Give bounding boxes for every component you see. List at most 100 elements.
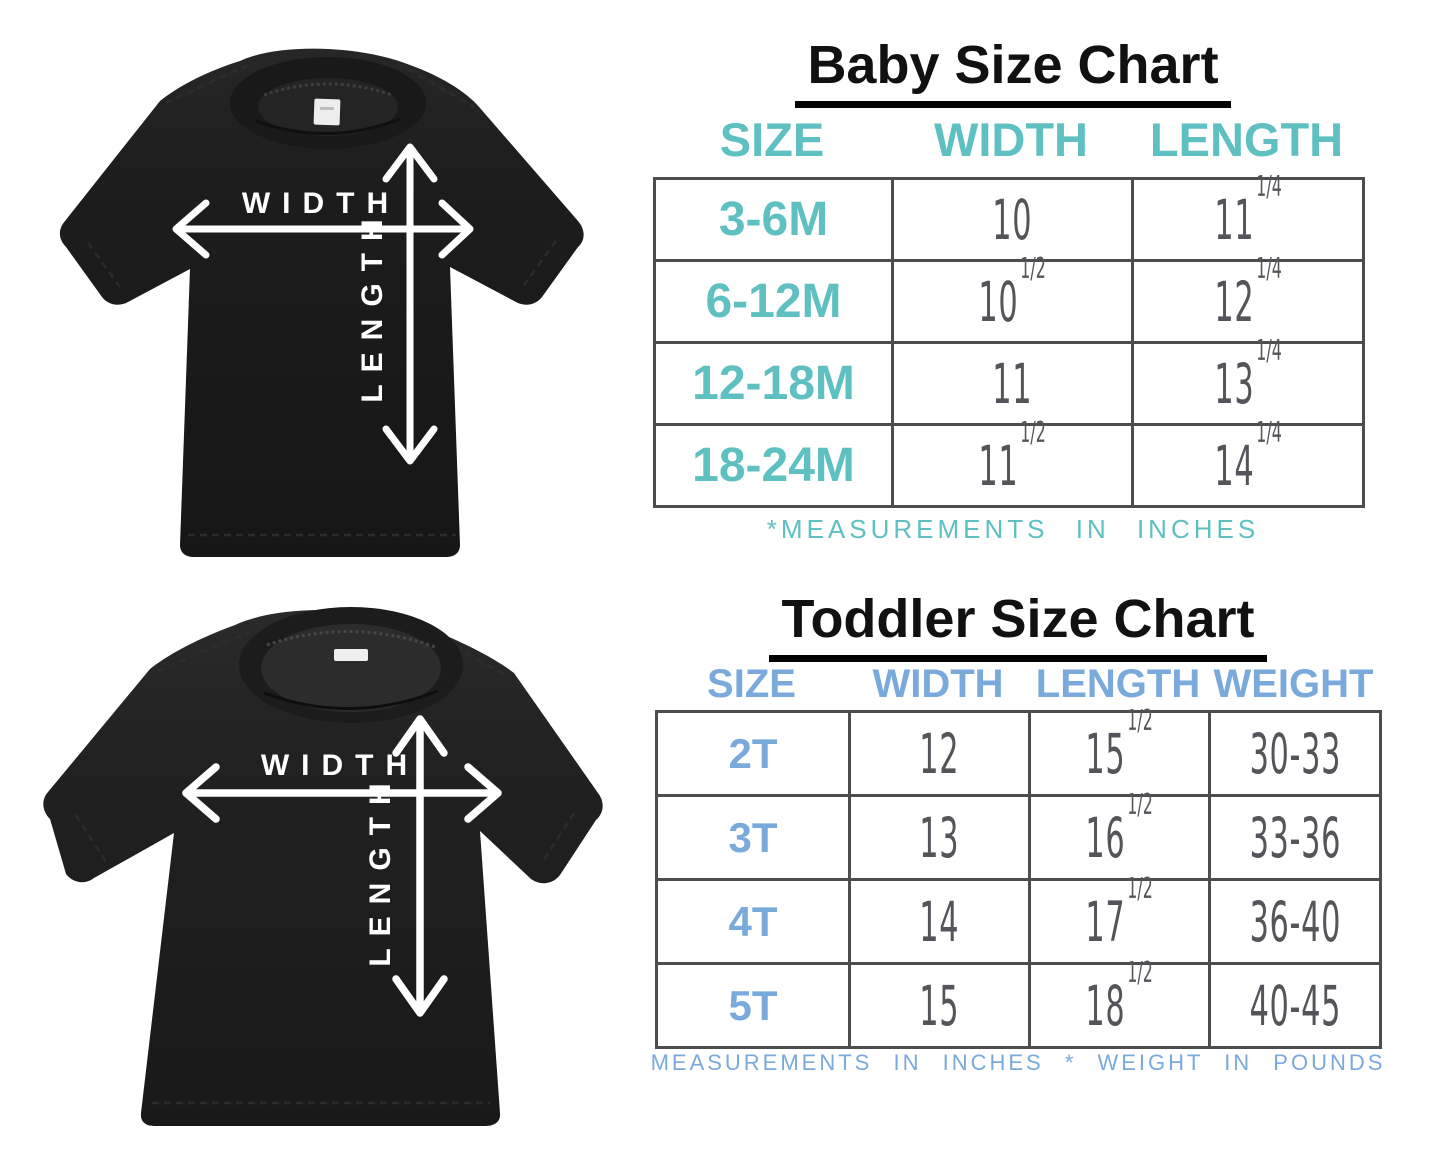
- weight-cell: 36-40: [1208, 878, 1382, 965]
- table-row: 3T 13 161/2 33-36: [655, 786, 1382, 881]
- toddler-chart-title-text: Toddler Size Chart: [769, 588, 1267, 662]
- size-cell: 4T: [655, 878, 851, 965]
- width-cell: 101/2: [891, 250, 1134, 344]
- measurement-value: 181/2: [1085, 954, 1154, 1038]
- table-row: 5T 15 181/2 40-45: [655, 954, 1382, 1049]
- measurement-value: 30-33: [1249, 721, 1341, 786]
- table-row: 6-12M 101/2 121/4: [653, 250, 1365, 344]
- measurement-value: 10: [992, 187, 1033, 252]
- width-cell: 13: [848, 794, 1031, 881]
- shoulder-seam: [165, 63, 249, 105]
- baby-chart-footnote: *MEASUREMENTS IN INCHES: [766, 514, 1260, 544]
- measurement-value: 14: [919, 889, 960, 954]
- measurement-value: 171/2: [1085, 870, 1154, 954]
- measurement-value: 121/4: [1214, 250, 1282, 334]
- length-arrow: [392, 715, 448, 1017]
- table-row: 18-24M 111/2 141/4: [653, 414, 1365, 508]
- table-row: 12-18M 11 131/4: [653, 332, 1365, 426]
- baby-chart-headers: SIZE WIDTH LENGTH: [653, 112, 1362, 167]
- length-label: LENGTH: [356, 207, 389, 402]
- size-cell: 5T: [655, 962, 851, 1049]
- length-cell: 151/2: [1028, 702, 1211, 797]
- width-cell: 111/2: [891, 414, 1134, 508]
- toddler-shirt-photo: WIDTH LENGTH: [43, 607, 603, 1126]
- measurement-value: 36-40: [1249, 889, 1341, 954]
- length-cell: 141/4: [1131, 414, 1365, 508]
- toddler-size-table: 2T 12 151/2 30-33 3T 13 161/2 33-36 4T 1…: [655, 702, 1382, 1049]
- width-cell: 12: [848, 710, 1031, 797]
- column-header-size: SIZE: [707, 662, 796, 706]
- table-row: 3-6M 10 111/4: [653, 168, 1365, 262]
- measurement-value: 101/2: [978, 250, 1047, 334]
- width-arrow: [182, 763, 502, 823]
- baby-size-table: 3-6M 10 111/4 6-12M 101/2 121/4 12-18M 1…: [653, 168, 1365, 508]
- measurement-value: 131/4: [1214, 332, 1282, 416]
- toddler-chart-headers: SIZE WIDTH LENGTH WEIGHT: [655, 662, 1379, 707]
- toddler-chart-footnote: MEASUREMENTS IN INCHES * WEIGHT IN POUND…: [650, 1050, 1386, 1075]
- measurement-value: 111/4: [1214, 168, 1282, 252]
- width-label: WIDTH: [261, 749, 419, 782]
- table-row: 4T 14 171/2 36-40: [655, 870, 1382, 965]
- baby-shirt-photo: WIDTH LENGTH: [59, 48, 584, 557]
- measurement-value: 141/4: [1214, 414, 1282, 498]
- measurement-value: 15: [919, 973, 960, 1038]
- size-cell: 6-12M: [653, 259, 894, 344]
- measurement-value: 40-45: [1249, 973, 1341, 1038]
- width-label: WIDTH: [242, 187, 400, 220]
- neckline-seam: [255, 117, 401, 135]
- column-header-size: SIZE: [719, 113, 825, 166]
- neck-tag: [313, 98, 341, 126]
- length-cell: 161/2: [1028, 786, 1211, 881]
- shirt-body: [59, 48, 584, 557]
- size-cell: 12-18M: [653, 341, 894, 426]
- shoulder-seam: [157, 629, 253, 673]
- weight-cell: 40-45: [1208, 962, 1382, 1049]
- sleeve-hem-stitch: [522, 240, 558, 286]
- width-cell: 10: [891, 177, 1134, 262]
- length-arrow: [382, 143, 438, 465]
- table-row: 2T 12 151/2 30-33: [655, 702, 1382, 797]
- width-arrow: [172, 199, 474, 259]
- shoulder-seam: [407, 67, 475, 109]
- shirt-body: [43, 610, 603, 1126]
- size-cell: 18-24M: [653, 423, 894, 508]
- measurement-value: 33-36: [1249, 805, 1341, 870]
- weight-cell: 30-33: [1208, 710, 1382, 797]
- length-cell: 181/2: [1028, 954, 1211, 1049]
- length-label: LENGTH: [364, 771, 397, 966]
- measurement-value: 111/2: [978, 414, 1047, 498]
- neck-tag-print: [320, 107, 334, 110]
- baby-chart-title: Baby Size Chart: [648, 34, 1378, 108]
- sleeve-hem-stitch: [540, 812, 576, 864]
- length-cell: 131/4: [1131, 332, 1365, 426]
- baby-chart-title-text: Baby Size Chart: [795, 34, 1231, 108]
- neckline-seam: [263, 689, 439, 710]
- column-header-width: WIDTH: [872, 662, 1004, 706]
- sleeve-hem-stitch: [86, 242, 122, 288]
- size-cell: 3T: [655, 794, 851, 881]
- size-cell: 2T: [655, 710, 851, 797]
- width-cell: 15: [848, 962, 1031, 1049]
- length-cell: 171/2: [1028, 870, 1211, 965]
- column-header-length: LENGTH: [1035, 662, 1201, 706]
- width-cell: 14: [848, 878, 1031, 965]
- measurement-value: 161/2: [1085, 786, 1154, 870]
- column-header-weight: WEIGHT: [1213, 662, 1374, 706]
- collar-stitching: [266, 630, 436, 649]
- neck-tag: [334, 649, 368, 661]
- toddler-chart-title: Toddler Size Chart: [648, 588, 1388, 662]
- collar-stitching: [263, 82, 393, 97]
- column-header-width: WIDTH: [933, 113, 1088, 166]
- measurement-value: 13: [919, 805, 960, 870]
- column-header-length: LENGTH: [1149, 113, 1344, 166]
- length-cell: 121/4: [1131, 250, 1365, 344]
- sleeve-hem-stitch: [74, 814, 110, 866]
- width-cell: 11: [891, 341, 1134, 426]
- collar-inner-back: [261, 624, 441, 712]
- size-cell: 3-6M: [653, 177, 894, 262]
- measurement-value: 151/2: [1085, 702, 1154, 786]
- weight-cell: 33-36: [1208, 794, 1382, 881]
- measurement-value: 11: [992, 351, 1033, 416]
- length-cell: 111/4: [1131, 168, 1365, 262]
